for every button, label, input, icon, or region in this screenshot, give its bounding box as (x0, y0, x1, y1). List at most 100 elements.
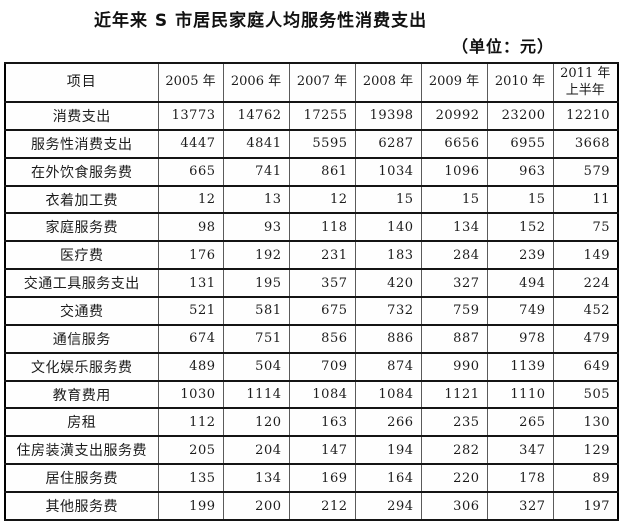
row-label: 其他服务费 (4, 491, 159, 521)
value-cell: 147 (288, 435, 356, 466)
table-row: 住房装潢支出服务费 205 204 147 194 282 347 129 (4, 435, 619, 466)
value-cell: 20992 (420, 101, 488, 131)
value-cell: 192 (222, 240, 290, 271)
value-cell: 176 (157, 240, 224, 271)
value-cell: 504 (222, 351, 290, 382)
row-label: 在外饮食服务费 (4, 156, 159, 187)
value-cell: 3668 (552, 128, 619, 159)
row-label: 房租 (4, 407, 159, 438)
value-cell: 887 (420, 323, 488, 354)
table-row: 家庭服务费 98 93 118 140 134 152 75 (4, 212, 619, 243)
value-cell: 963 (486, 156, 554, 187)
table-row: 交通费 521 581 675 732 759 749 452 (4, 296, 619, 326)
value-cell: 112 (157, 407, 224, 438)
value-cell: 741 (222, 156, 290, 187)
value-cell: 118 (288, 212, 356, 243)
value-cell: 1139 (486, 351, 554, 382)
value-cell: 489 (157, 351, 224, 382)
value-cell: 239 (486, 240, 554, 271)
value-cell: 452 (552, 296, 619, 326)
value-cell: 75 (552, 212, 619, 243)
value-cell: 649 (552, 351, 619, 382)
value-cell: 93 (222, 212, 290, 243)
value-cell: 89 (552, 463, 619, 494)
value-cell: 178 (486, 463, 554, 494)
value-cell: 265 (486, 407, 554, 438)
table-row: 房租 112 120 163 266 235 265 130 (4, 407, 619, 438)
row-label: 居住服务费 (4, 463, 159, 494)
consumption-table: 项目 2005 年 2006 年 2007 年 2008 年 2009 年 2010 年 20… (4, 62, 619, 521)
value-cell: 674 (157, 323, 224, 354)
value-cell: 12210 (552, 101, 619, 131)
value-cell: 675 (288, 296, 356, 326)
value-cell: 1034 (354, 156, 422, 187)
value-cell: 205 (157, 435, 224, 466)
value-cell: 13 (222, 184, 290, 215)
value-cell: 749 (486, 296, 554, 326)
page-title: 近年来 S 市居民家庭人均服务性消费支出 (94, 11, 428, 31)
value-cell: 751 (222, 323, 290, 354)
value-cell: 15 (486, 184, 554, 215)
value-cell: 856 (288, 323, 356, 354)
value-cell: 1096 (420, 156, 488, 187)
value-cell: 5595 (288, 128, 356, 159)
row-label: 交通工具服务支出 (4, 268, 159, 299)
value-cell: 149 (552, 240, 619, 271)
value-cell: 581 (222, 296, 290, 326)
value-cell: 140 (354, 212, 422, 243)
row-label: 消费支出 (4, 101, 159, 131)
value-cell: 197 (552, 491, 619, 521)
value-cell: 134 (420, 212, 488, 243)
table-row: 居住服务费 135 134 169 164 220 178 89 (4, 463, 619, 494)
value-cell: 990 (420, 351, 488, 382)
value-cell: 199 (157, 491, 224, 521)
value-cell: 231 (288, 240, 356, 271)
table-row: 消费支出 13773 14762 17255 19398 20992 23200 12210 (4, 101, 619, 131)
value-cell: 732 (354, 296, 422, 326)
value-cell: 978 (486, 323, 554, 354)
table-header-row: 项目 2005 年 2006 年 2007 年 2008 年 2009 年 2010 年 20… (4, 62, 619, 103)
value-cell: 284 (420, 240, 488, 271)
value-cell: 709 (288, 351, 356, 382)
value-cell: 479 (552, 323, 619, 354)
row-label: 住房装潢支出服务费 (4, 435, 159, 466)
value-cell: 169 (288, 463, 356, 494)
value-cell: 195 (222, 268, 290, 299)
table-row: 其他服务费 199 200 212 294 306 327 197 (4, 491, 619, 521)
value-cell: 6656 (420, 128, 488, 159)
value-cell: 200 (222, 491, 290, 521)
table-row: 医疗费 176 192 231 183 284 239 149 (4, 240, 619, 271)
value-cell: 306 (420, 491, 488, 521)
value-cell: 494 (486, 268, 554, 299)
value-cell: 266 (354, 407, 422, 438)
value-cell: 98 (157, 212, 224, 243)
row-label: 文化娱乐服务费 (4, 351, 159, 382)
value-cell: 120 (222, 407, 290, 438)
value-cell: 1114 (222, 379, 290, 410)
value-cell: 886 (354, 323, 422, 354)
row-label: 衣着加工费 (4, 184, 159, 215)
value-cell: 212 (288, 491, 356, 521)
row-label: 医疗费 (4, 240, 159, 271)
value-cell: 135 (157, 463, 224, 494)
value-cell: 521 (157, 296, 224, 326)
value-cell: 327 (486, 491, 554, 521)
value-cell: 1084 (288, 379, 356, 410)
row-label: 通信服务 (4, 323, 159, 354)
value-cell: 347 (486, 435, 554, 466)
year-column-header: 2007 年 (288, 62, 356, 103)
value-cell: 17255 (288, 101, 356, 131)
row-label: 教育费用 (4, 379, 159, 410)
value-cell: 194 (354, 435, 422, 466)
year-column-header: 2006 年 (222, 62, 290, 103)
value-cell: 15 (354, 184, 422, 215)
value-cell: 12 (157, 184, 224, 215)
value-cell: 665 (157, 156, 224, 187)
value-cell: 11 (552, 184, 619, 215)
table-row: 通信服务 674 751 856 886 887 978 479 (4, 323, 619, 354)
value-cell: 874 (354, 351, 422, 382)
value-cell: 164 (354, 463, 422, 494)
value-cell: 282 (420, 435, 488, 466)
value-cell: 759 (420, 296, 488, 326)
value-cell: 19398 (354, 101, 422, 131)
